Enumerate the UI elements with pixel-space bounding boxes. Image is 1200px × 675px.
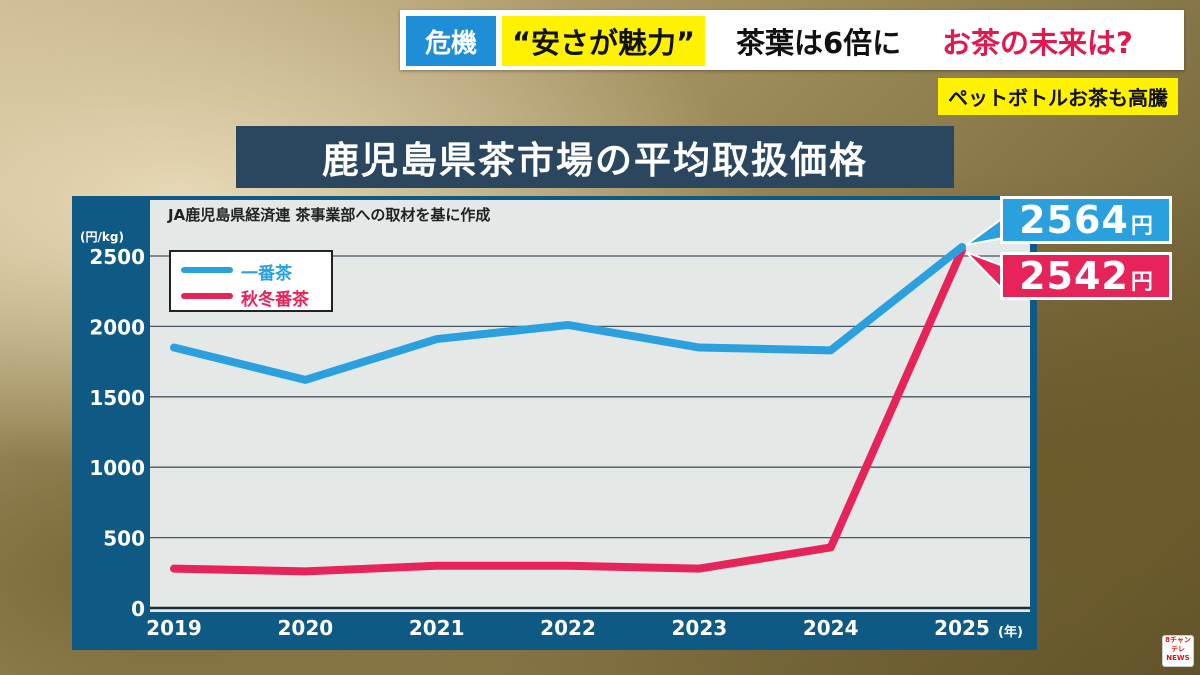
- y-axis-unit: (円/kg): [80, 230, 124, 244]
- callout-shuto-value: 2542: [1019, 254, 1129, 298]
- data-point-shuto: [828, 545, 833, 550]
- channel-logo: 8チャンテレNEWS: [1162, 635, 1194, 667]
- x-tick-label: 2023: [671, 616, 727, 640]
- legend: 一番茶 秋冬番茶: [169, 250, 333, 312]
- x-tick-label: 2019: [146, 616, 202, 640]
- headline-text: 茶葉は6倍に: [736, 26, 902, 60]
- data-point-ichiban: [566, 322, 570, 327]
- legend-item-ichiban: 一番茶: [171, 258, 331, 284]
- data-point-ichiban: [828, 348, 833, 353]
- chart-title: 鹿児島県茶市場の平均取扱価格: [236, 126, 954, 188]
- y-tick-label: 1500: [89, 386, 145, 410]
- x-tick-label: 2020: [277, 616, 333, 640]
- x-tick-label: 2025: [934, 616, 990, 640]
- data-point-shuto: [566, 563, 570, 568]
- callout-shuto-unit: 円: [1130, 270, 1153, 295]
- x-tick-label: 2021: [409, 616, 465, 640]
- data-point-shuto: [172, 566, 176, 571]
- callout-ichiban-value: 2564: [1019, 198, 1129, 242]
- y-tick-label: 1000: [89, 456, 145, 480]
- channel-logo-text: 8チャンテレNEWS: [1165, 636, 1191, 662]
- headline-question: お茶の未来は?: [942, 26, 1133, 60]
- callout-pointer-ichiban: [965, 216, 1004, 246]
- x-tick-label: 2022: [540, 616, 596, 640]
- data-point-ichiban: [434, 337, 439, 342]
- source-note: JA鹿児島県経済連 茶事業部への取材を基に作成: [168, 206, 491, 224]
- data-point-shuto: [434, 563, 439, 568]
- cheap-tag: “安さが魅力”: [502, 16, 706, 66]
- data-point-shuto: [303, 569, 308, 574]
- data-point-ichiban: [960, 244, 964, 249]
- legend-item-shuto: 秋冬番茶: [171, 284, 331, 310]
- callout-ichiban-2025: 2564 円: [1000, 196, 1172, 244]
- data-point-shuto: [697, 566, 702, 571]
- data-point-ichiban: [697, 345, 702, 350]
- legend-swatch-shuto: [181, 293, 233, 299]
- y-tick-label: 500: [103, 527, 145, 551]
- x-tick-label: 2024: [803, 616, 859, 640]
- legend-swatch-ichiban: [181, 267, 233, 273]
- y-tick-label: 2500: [89, 245, 145, 269]
- callout-shuto-2025: 2542 円: [1000, 252, 1172, 300]
- data-point-ichiban: [303, 377, 308, 382]
- callout-ichiban-unit: 円: [1130, 214, 1153, 239]
- crisis-tag: 危機: [406, 16, 496, 66]
- legend-label-ichiban: 一番茶: [241, 264, 292, 284]
- x-axis-unit: (年): [998, 625, 1023, 640]
- y-tick-label: 2000: [89, 315, 145, 339]
- y-tick-label: 0: [131, 597, 145, 621]
- sub-headline: ペットボトルお茶も高騰: [938, 78, 1178, 115]
- callout-pointer-shuto: [965, 251, 1004, 293]
- legend-label-shuto: 秋冬番茶: [241, 290, 309, 310]
- data-point-ichiban: [172, 345, 176, 350]
